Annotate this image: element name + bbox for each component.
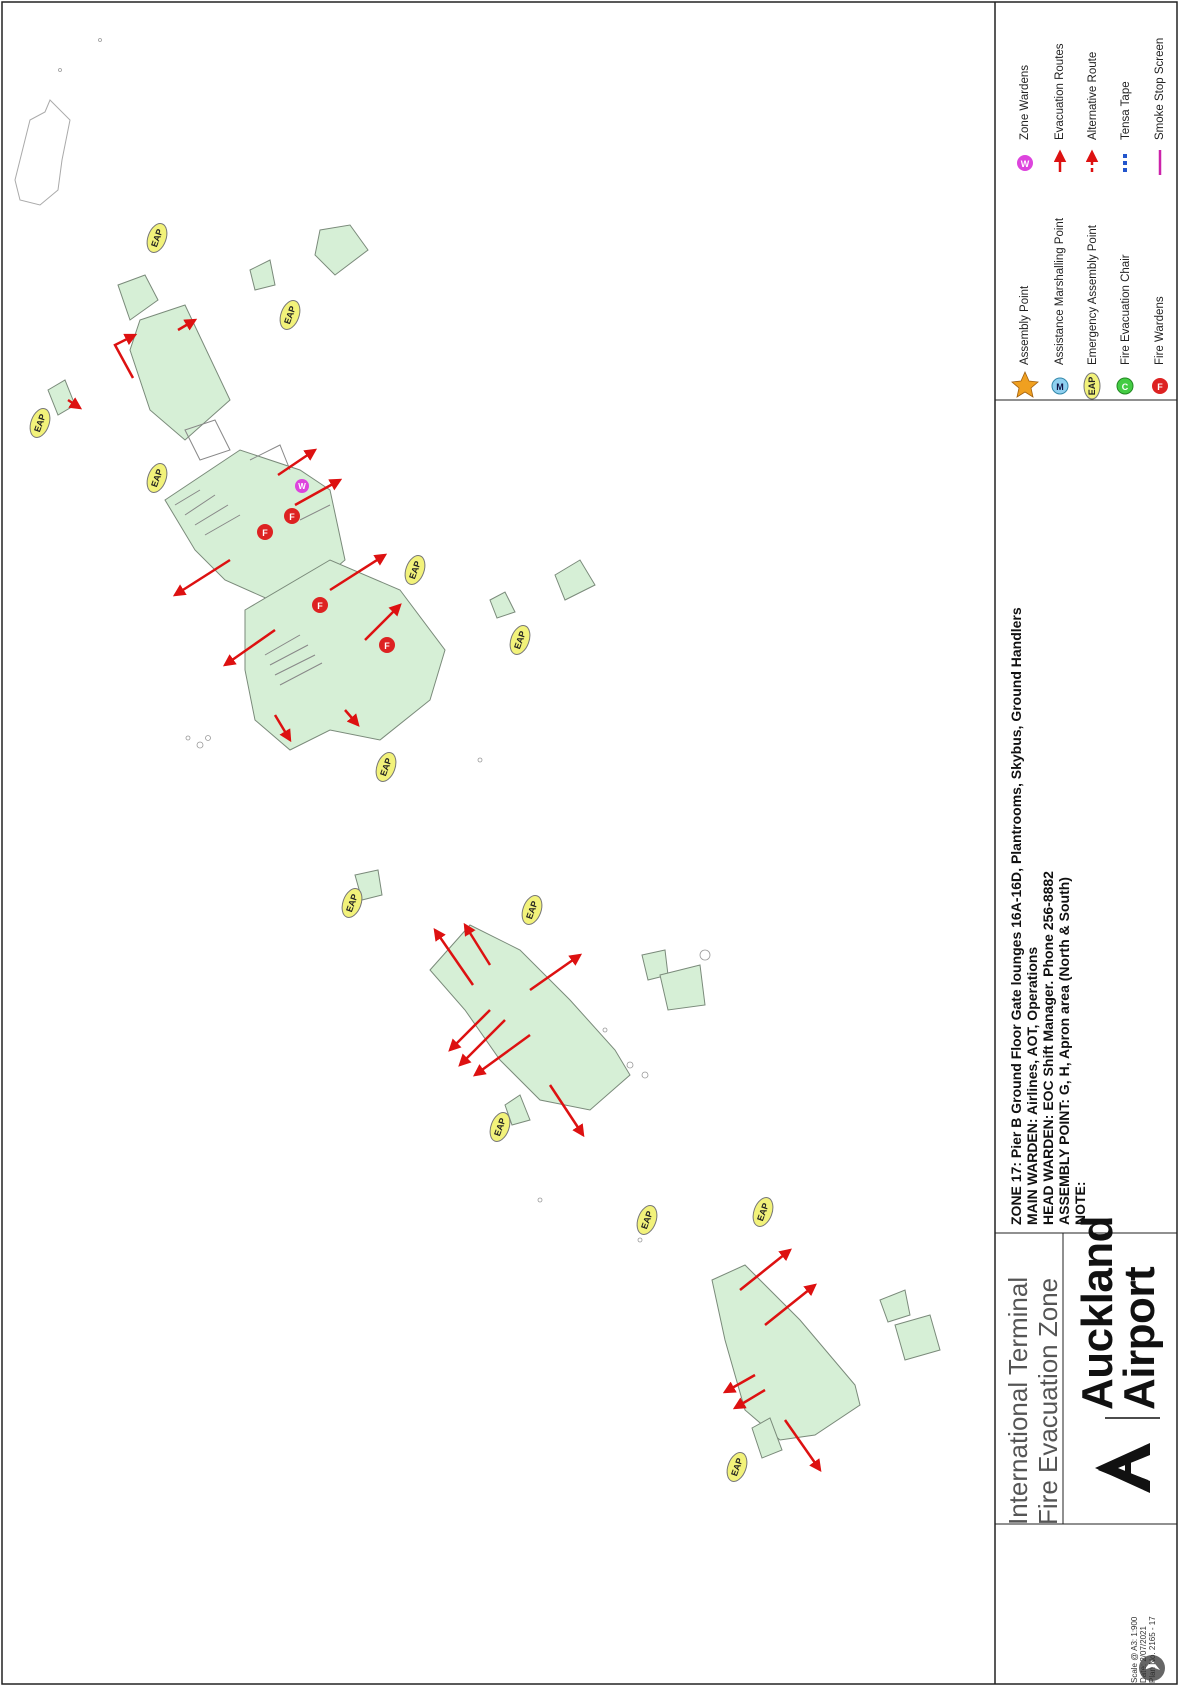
head-warden: HEAD WARDEN: EOC Shift Manager. Phone 25… [1040,871,1056,1225]
plan-meta-block: Scale @ A3: 1:900 Date: 2/07/2021 Plan N… [1130,1616,1157,1683]
column-markers [58,38,711,1243]
eap-icon: EAP [726,1452,748,1482]
svg-text:F: F [262,528,268,538]
legend-label-assistance-marshalling: Assistance Marshalling Point [1054,217,1066,365]
svg-text:EAP: EAP [1087,377,1097,396]
legend-label-alternative-route: Alternative Route [1087,51,1099,140]
fire-warden-icon: F [257,524,273,540]
plan-number: Plan No. 2165 - 17 [1148,1616,1157,1683]
eap-icon: EAP [489,1112,511,1142]
main-warden: MAIN WARDEN: Airlines, AOT, Operations [1024,946,1040,1225]
assembly-point: ASSEMBLY POINT: G, H, Apron area (North … [1056,877,1072,1225]
brand-line-1: Auckland [1073,1215,1122,1410]
fire-warden-icon: F [312,597,328,613]
zone-area-north [47,224,596,751]
plan-scale: Scale @ A3: 1:900 [1130,1616,1139,1683]
svg-text:W: W [1021,159,1030,169]
svg-text:C: C [1122,382,1129,392]
legend-label-zone-wardens: Zone Wardens [1019,65,1031,140]
title-line-1: International Terminal [1003,1276,1033,1525]
title-line-2: Fire Evacuation Zone [1033,1277,1063,1525]
zone-info-block: ZONE 17: Pier B Ground Floor Gate lounge… [1008,607,1088,1225]
auckland-airport-logo-icon [1095,1440,1150,1493]
zone-heading: ZONE 17: Pier B Ground Floor Gate lounge… [1008,607,1024,1225]
floor-plan-map: F F F F W EAP EAP EAP EAP EAP EAP EAP EA… [14,38,941,1482]
assistance-marshalling-icon: M [1051,377,1069,395]
svg-text:F: F [1157,382,1163,392]
svg-text:W: W [298,482,306,491]
legend-label-evacuation-routes: Evacuation Routes [1054,43,1066,140]
svg-text:F: F [384,641,390,651]
outline-building [14,99,71,206]
fire-warden-markers: F F F F W [257,479,395,653]
eap-icon: EAP [636,1205,658,1235]
zone-area-middle [354,869,706,1126]
north-arrow-icon [1139,1655,1165,1681]
eap-icon: EAP [146,223,168,253]
fire-warden-icon: F [284,508,300,524]
brand-block: Auckland Airport [1073,1215,1164,1410]
emergency-assembly-point-icon: EAP [1083,372,1101,400]
title-block: International Terminal Fire Evacuation Z… [1003,1277,1063,1525]
eap-icon: EAP [752,1197,774,1227]
eap-icon: EAP [375,752,397,782]
evacuation-routes [67,318,822,1473]
building-detail [174,419,331,686]
legend-label-fire-evacuation-chair: Fire Evacuation Chair [1120,254,1132,365]
fire-warden-icon: F [379,637,395,653]
assembly-point-icon [1011,371,1039,398]
eap-icon: EAP [279,300,301,330]
zone-area-south [711,1264,941,1459]
fire-evacuation-chair-icon: C [1116,377,1134,395]
legend-icons: M EAP C F W [1011,149,1168,400]
brand-line-2: Airport [1115,1266,1164,1410]
eap-icon: EAP [29,408,51,438]
eap-icon: EAP [341,888,363,918]
zone-warden-icon: W [295,479,309,493]
plan-date: Date: 2/07/2021 [1139,1626,1148,1683]
svg-text:F: F [289,512,295,522]
fire-wardens-icon: F [1152,378,1168,394]
svg-text:F: F [317,601,323,611]
eap-icon: EAP [404,555,426,585]
legend-label-emergency-assembly: Emergency Assembly Point [1087,225,1099,365]
legend-label-fire-wardens: Fire Wardens [1154,296,1166,365]
note-label: NOTE: [1072,1181,1088,1225]
legend-label-smoke-stop-screen: Smoke Stop Screen [1154,37,1166,140]
eap-icon: EAP [521,895,543,925]
eap-icon: EAP [146,463,168,493]
legend-label-assembly-point: Assembly Point [1019,285,1031,365]
zone-wardens-icon: W [1017,155,1033,171]
legend-label-tensa-tape: Tensa Tape [1120,81,1132,140]
eap-icon: EAP [509,625,531,655]
svg-text:M: M [1056,382,1064,392]
eap-markers: EAP EAP EAP EAP EAP EAP EAP EAP EAP EAP … [29,223,774,1482]
